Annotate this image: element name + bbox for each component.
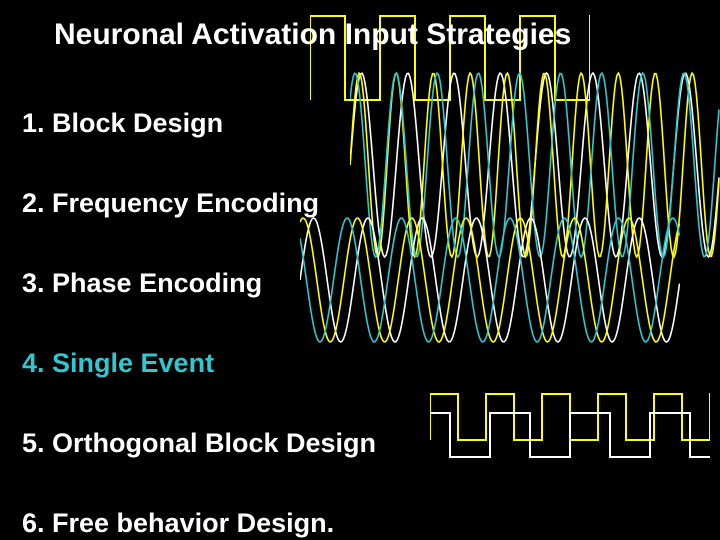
slide: Neuronal Activation Input Strategies 1. … [0,0,720,540]
slide-title: Neuronal Activation Input Strategies [54,18,571,52]
orthogonal-square-wave-a [430,380,710,460]
frequency-sine-waves [350,60,720,270]
list-item: 4. Single Event [22,348,214,379]
orthogonal-square-wave-b [430,395,710,475]
phase-sine-waves [300,200,680,360]
list-item: 3. Phase Encoding [22,268,262,299]
list-item: 5. Orthogonal Block Design [22,428,376,459]
list-item: 6. Free behavior Design. [22,508,334,539]
list-item: 2. Frequency Encoding [22,188,319,219]
list-item: 1. Block Design [22,108,223,139]
